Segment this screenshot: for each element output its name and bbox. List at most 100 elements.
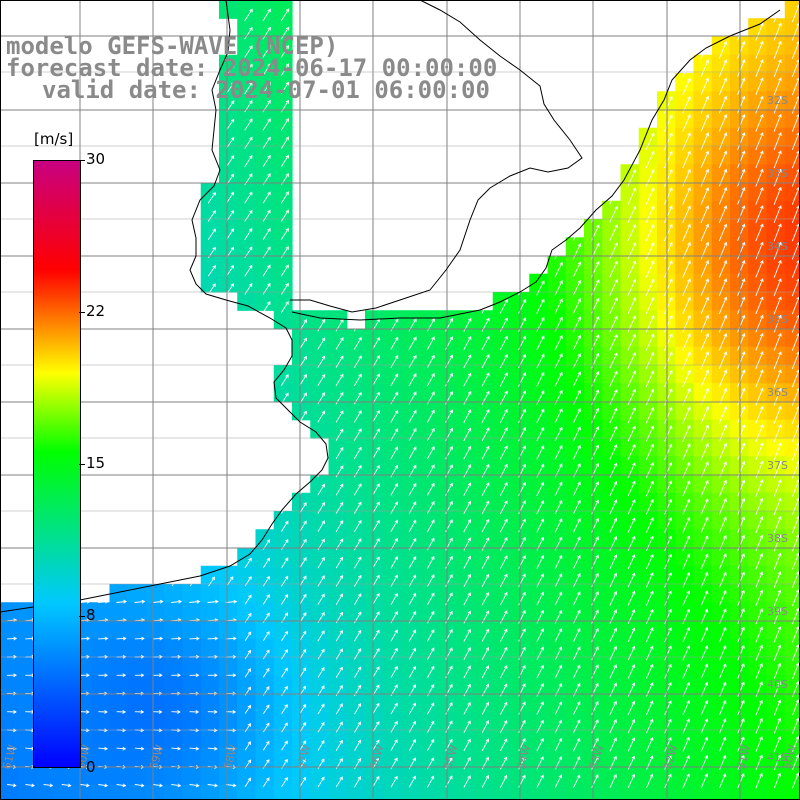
wind-arrow [700,296,710,315]
wind-speed-cell [784,18,800,38]
wind-speed-cell [237,638,257,658]
wind-arrow [390,409,399,423]
wind-speed-cell [766,657,786,676]
wind-arrow [700,406,710,424]
longitude-label: 56W [367,743,386,771]
wind-speed-cell [565,602,585,622]
wind-speed-cell [54,766,74,786]
wind-arrow [426,427,435,442]
wind-arrow [755,626,763,643]
wind-arrow [390,373,399,387]
wind-arrow [737,296,746,315]
wind-speed-cell [730,401,749,421]
wind-arrow [299,337,307,350]
wind-arrow [645,370,655,388]
wind-arrow [335,739,343,751]
wind-speed-cell [565,273,585,293]
wind-speed-cell [492,657,512,676]
wind-speed-cell [474,310,494,330]
wind-speed-cell [784,0,800,19]
wind-arrow [390,446,399,460]
wind-arrow [554,445,563,460]
wind-speed-cell [365,693,384,713]
wind-arrow [572,591,581,606]
wind-arrow [755,77,764,96]
wind-speed-cell [675,730,695,749]
wind-speed-cell [565,565,585,585]
wind-arrow [335,483,344,496]
wind-speed-cell [383,784,403,800]
wind-arrow [773,259,782,278]
wind-speed-cell [766,511,786,530]
wind-speed-cell [638,438,658,457]
wind-speed-cell [164,784,184,800]
colorbar-tick-mark [79,312,85,313]
wind-arrow [500,591,508,606]
wind-speed-cell [766,438,786,457]
wind-speed-cell [383,730,403,749]
wind-speed-cell [693,529,713,549]
wind-arrow [6,636,18,641]
wind-speed-cell [365,492,384,512]
wind-speed-cell [328,693,348,713]
wind-arrow [280,136,289,149]
wind-speed-cell [219,273,238,293]
wind-arrow [609,554,618,570]
wind-speed-cell [219,182,238,202]
wind-arrow [664,773,672,789]
wind-arrow [226,283,234,295]
wind-speed-cell [748,365,768,384]
wind-speed-cell [602,511,622,530]
wind-arrow [737,351,746,370]
wind-arrow [719,718,727,734]
wind-speed-cell [638,511,658,530]
wind-speed-cell [565,383,585,403]
wind-speed-cell [127,602,147,622]
wind-speed-cell [711,620,731,640]
wind-arrow [718,278,728,297]
wind-speed-cell [273,0,293,19]
wind-speed-cell [602,328,622,348]
wind-arrow [500,628,508,642]
wind-arrow [700,442,709,461]
wind-arrow [773,387,782,406]
wind-speed-cell [657,273,676,293]
wind-arrow [262,118,271,131]
wind-arrow [354,703,362,715]
wind-speed-cell [602,766,622,786]
wind-arrow [682,480,691,497]
wind-speed-cell [237,766,257,786]
wind-speed-cell [638,730,658,749]
wind-arrow [573,774,581,788]
wind-speed-cell [310,492,330,512]
wind-arrow [718,114,728,132]
wind-speed-cell [273,766,293,786]
wind-arrow [645,223,655,242]
wind-speed-cell [730,565,749,585]
wind-speed-cell [456,474,476,494]
colorbar-tick-mark [79,160,85,161]
wind-arrow [536,738,544,752]
latitude-label: 40S [767,678,788,691]
wind-arrow [792,717,800,734]
wind-speed-cell [748,36,768,56]
wind-speed-cell [164,657,184,676]
wind-arrow [682,572,691,588]
wind-speed-cell [766,456,786,476]
wind-arrow [682,77,691,96]
wind-speed-cell [602,529,622,549]
wind-speed-cell [675,711,695,731]
wind-arrow [390,336,399,350]
wind-speed-cell [602,693,622,713]
wind-arrow [664,572,672,588]
wind-speed-cell [602,584,622,603]
longitude-label: 57W [294,743,313,771]
wind-speed-cell [419,657,439,676]
wind-speed-cell [748,474,768,494]
wind-speed-cell [346,657,366,676]
wind-speed-cell [0,675,19,695]
wind-speed-cell [565,438,585,457]
wind-speed-cell [18,730,38,749]
wind-speed-cell [401,584,421,603]
wind-speed-cell [766,529,786,549]
